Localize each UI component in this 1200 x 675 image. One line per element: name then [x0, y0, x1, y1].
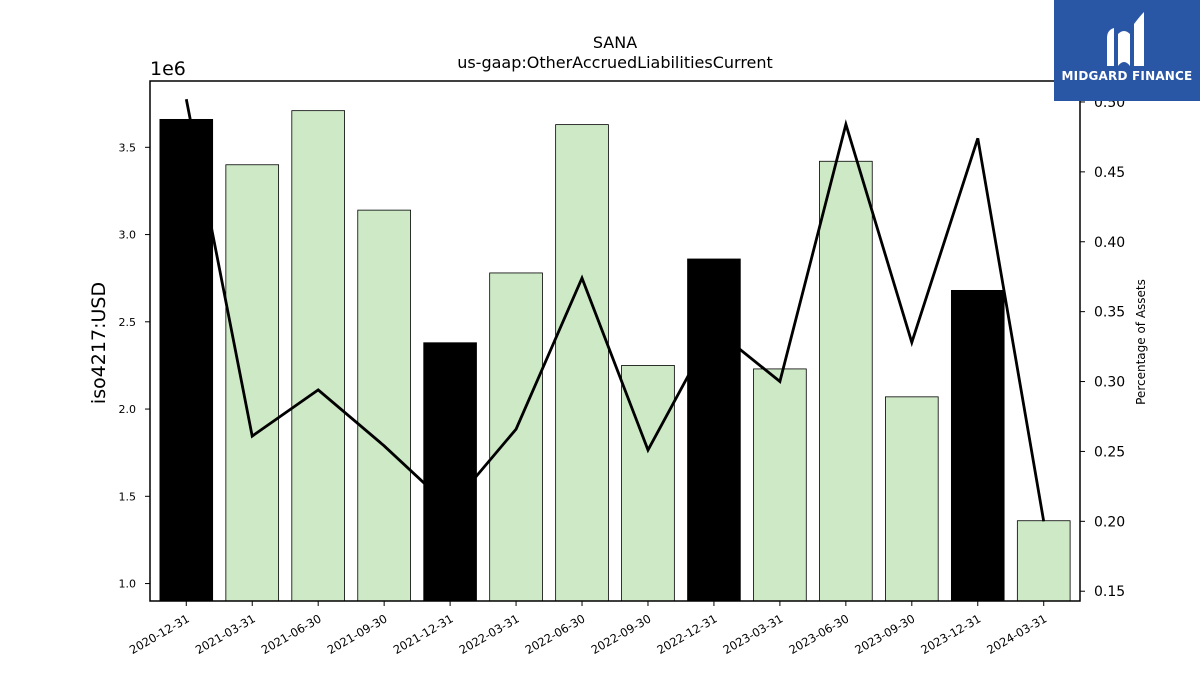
x-tick-label: 2022-06-30 [523, 611, 588, 657]
x-tick-label: 2021-09-30 [325, 611, 390, 657]
x-tick-label: 2022-12-31 [655, 611, 720, 657]
y2-tick-label: 0.40 [1094, 235, 1125, 251]
bar [819, 160, 873, 602]
y-tick-label: 2.5 [119, 316, 137, 329]
bar [225, 164, 280, 602]
y-tick-label: 3.0 [119, 229, 137, 242]
x-tick-label: 2021-12-31 [391, 611, 456, 657]
chart-subtitle: us-gaap:OtherAccruedLiabilitiesCurrent [457, 53, 773, 72]
x-tick-label: 2020-12-31 [127, 611, 192, 657]
x-tick-label: 2022-09-30 [589, 611, 654, 657]
y2-tick-label: 0.20 [1094, 514, 1125, 530]
bar [950, 289, 1005, 602]
bar [687, 258, 741, 602]
bar [489, 272, 543, 602]
y-axis-label: iso4217:USD [88, 282, 110, 404]
bar [423, 342, 477, 602]
y-tick-label: 2.0 [119, 403, 137, 416]
x-tick-label: 2021-03-31 [193, 611, 258, 657]
percentage-line [184, 98, 1046, 522]
bar [753, 368, 807, 602]
x-tick-label: 2023-09-30 [852, 611, 917, 657]
y2-tick-label: 0.25 [1094, 444, 1125, 460]
chart-title: SANA [593, 33, 637, 52]
y2-axis-label: Percentage of Assets [1134, 279, 1148, 405]
bar [1016, 520, 1071, 602]
y-tick-label: 1.5 [119, 490, 137, 503]
bar [885, 396, 939, 602]
bar [357, 209, 411, 602]
y-offset-label: 1e6 [150, 58, 186, 80]
bar [159, 118, 214, 602]
brand-logo: MIDGARD FINANCE [1054, 0, 1200, 101]
plot-frame [149, 80, 1081, 602]
y2-tick-label: 0.45 [1094, 165, 1125, 181]
x-tick-label: 2023-06-30 [786, 611, 851, 657]
y2-tick-label: 0.30 [1094, 375, 1125, 391]
x-tick-label: 2023-12-31 [918, 611, 983, 657]
y-tick-label: 1.0 [119, 578, 137, 591]
bar [291, 110, 345, 602]
x-tick-label: 2021-06-30 [259, 611, 324, 657]
bar-group [159, 110, 1071, 602]
x-tick-label: 2022-03-31 [457, 611, 522, 657]
logo-text: MIDGARD FINANCE [1061, 69, 1193, 83]
x-tick-label: 2023-03-31 [721, 611, 786, 657]
bar [555, 124, 609, 602]
line-group [184, 98, 1046, 522]
x-tick-label: 2024-03-31 [984, 611, 1049, 657]
y2-tick-label: 0.15 [1094, 584, 1125, 600]
y2-tick-label: 0.35 [1094, 305, 1125, 321]
logo-mark-icon [1107, 12, 1144, 66]
y-tick-label: 3.5 [119, 141, 137, 154]
